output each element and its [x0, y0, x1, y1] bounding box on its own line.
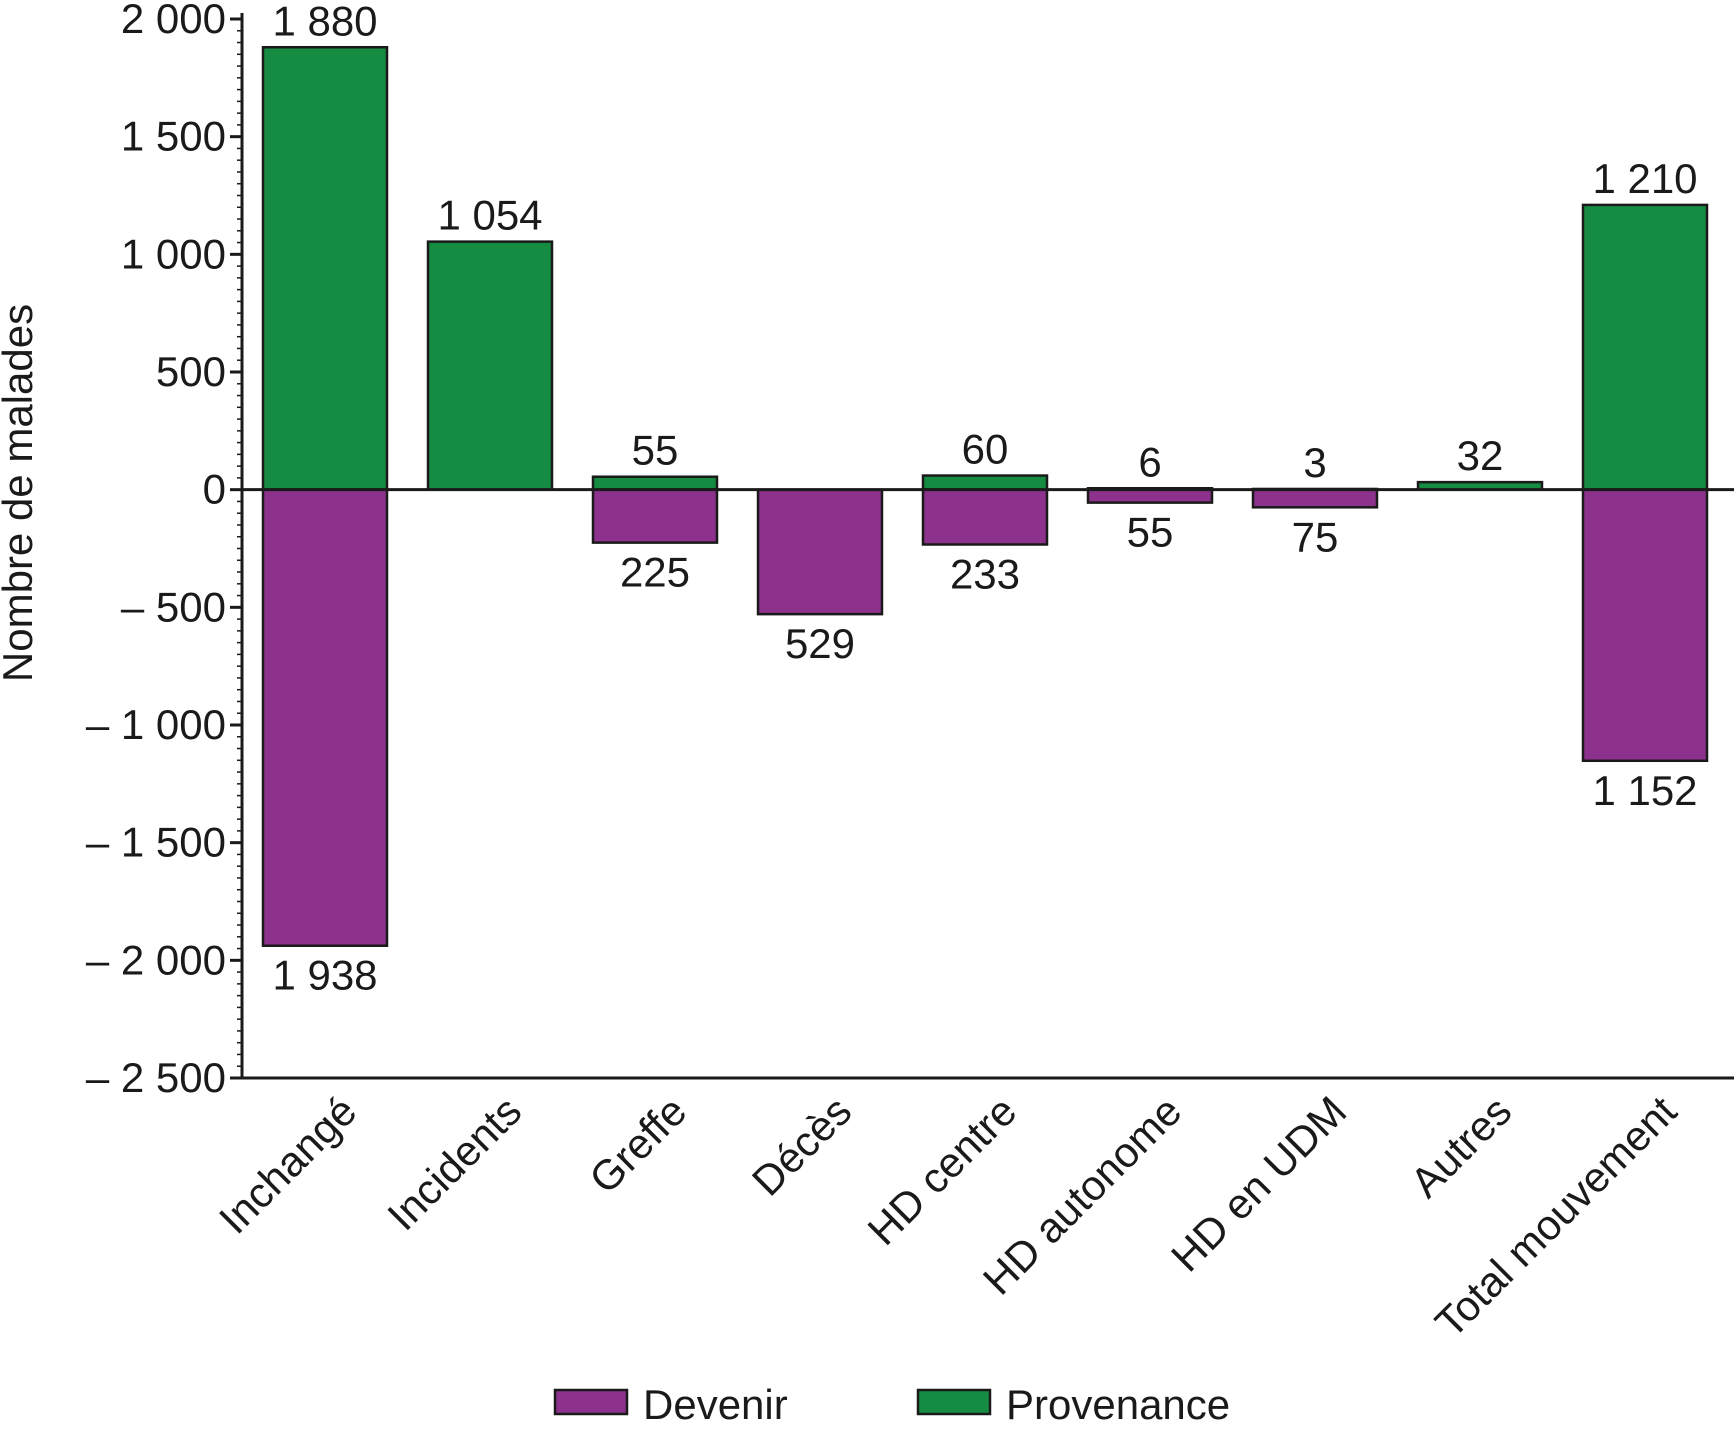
legend-swatch	[916, 1388, 992, 1416]
bar-provenance	[921, 474, 1049, 491]
bar-provenance	[426, 240, 554, 491]
data-label-provenance: 6	[1138, 438, 1161, 485]
y-tick-label: 1 000	[121, 230, 226, 277]
legend-swatch	[553, 1388, 629, 1416]
y-tick-label: – 1 000	[86, 701, 226, 748]
bar-devenir	[591, 488, 719, 544]
y-tick-label: – 1 500	[86, 819, 226, 866]
y-tick-label: 500	[156, 348, 226, 395]
bar-provenance	[261, 45, 389, 491]
y-axis: 2 000 1 500 1 000 500 0 – 500 – 1 000 – 1 500 – …	[86, 0, 244, 1101]
data-label-devenir: 75	[1292, 513, 1339, 560]
bar-provenance	[591, 475, 719, 491]
x-tick-label: HD centre	[858, 1087, 1025, 1254]
legend-label: Devenir	[643, 1381, 788, 1428]
bar-devenir	[1581, 488, 1709, 763]
data-label-provenance: 1 210	[1592, 155, 1697, 202]
y-tick-label: – 2 500	[86, 1054, 226, 1101]
data-label-provenance: 1 880	[272, 0, 377, 44]
y-tick-label: – 500	[121, 583, 226, 630]
x-tick-label: Décès	[743, 1087, 860, 1204]
legend-label: Provenance	[1006, 1381, 1230, 1428]
bar-devenir	[1086, 488, 1214, 504]
data-label-devenir: 1 938	[272, 952, 377, 999]
y-axis-title: Nombre de malades	[0, 304, 41, 682]
data-label-provenance: 32	[1457, 432, 1504, 479]
y-tick-label: 2 000	[121, 0, 226, 42]
y-tick-label: – 2 000	[86, 936, 226, 983]
bar-devenir	[921, 488, 1049, 546]
data-labels: 1 880 1 938 1 054 55 225 529 60 233 6 55 3 75 32 1 21…	[272, 0, 1697, 999]
data-label-devenir: 233	[950, 550, 1020, 597]
data-label-provenance: 60	[962, 426, 1009, 473]
data-label-devenir: 529	[785, 620, 855, 667]
data-label-devenir: 55	[1127, 509, 1174, 556]
x-tick-label: Greffe	[580, 1087, 695, 1202]
legend: Devenir Provenance	[553, 1381, 1230, 1428]
y-tick-label: 1 500	[121, 113, 226, 160]
data-label-devenir: 225	[620, 549, 690, 596]
x-tick-label: Inchangé	[210, 1087, 365, 1242]
bars	[261, 45, 1709, 947]
data-label-devenir: 1 152	[1592, 767, 1697, 814]
bar-devenir	[756, 488, 884, 616]
data-label-provenance: 55	[632, 427, 679, 474]
x-tick-label: Incidents	[378, 1087, 530, 1239]
bar-devenir	[261, 488, 389, 947]
x-tick-label: HD en UDM	[1162, 1087, 1355, 1280]
data-label-provenance: 3	[1303, 439, 1326, 486]
y-tick-label: 0	[203, 466, 226, 513]
bar-provenance	[1581, 203, 1709, 491]
bar-devenir	[1251, 488, 1379, 509]
data-label-provenance: 1 054	[437, 192, 542, 239]
x-tick-label: Autres	[1401, 1087, 1520, 1206]
